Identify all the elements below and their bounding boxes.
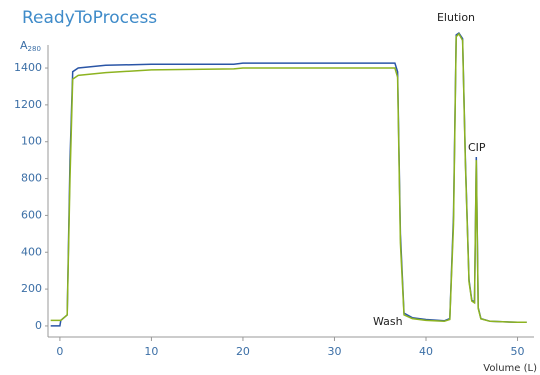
annotation: Wash [373,315,403,328]
y-tick-label: 400 [21,245,42,258]
data-line [50,32,527,324]
y-tick-label: 600 [21,208,42,221]
y-tick-label: 1200 [14,98,42,111]
x-tick-label: 0 [56,345,63,358]
x-tick-label: 40 [419,345,433,358]
y-tick-label: 0 [35,319,42,332]
x-tick-label: 10 [144,345,158,358]
y-label-main: A [20,39,28,52]
y-tick-label: 200 [21,282,42,295]
y-tick-label: 1400 [14,61,42,74]
y-tick-label: 800 [21,172,42,185]
y-axis-label: A280 [20,39,41,53]
x-tick-label: 30 [327,345,341,358]
chart-title: ReadyToProcess [22,8,157,28]
x-tick-label: 20 [236,345,250,358]
y-label-sub: 280 [28,45,41,53]
y-tick-label: 100 [21,135,42,148]
x-tick-label: 50 [511,345,525,358]
annotation: CIP [468,141,486,154]
annotation: Elution [437,11,475,24]
x-axis-label: Volume (L) [483,363,537,374]
